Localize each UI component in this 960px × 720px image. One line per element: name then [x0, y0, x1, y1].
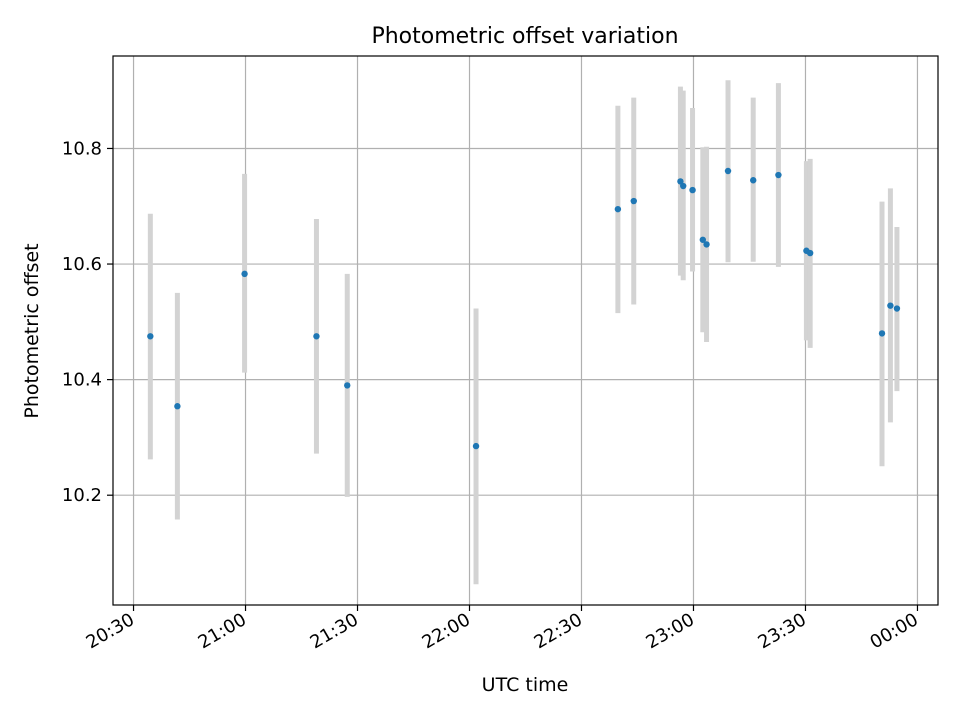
data-point	[689, 186, 696, 194]
data-point	[147, 333, 154, 340]
x-axis-title: UTC time	[482, 674, 569, 696]
x-tick-label: 22:30	[531, 609, 586, 653]
data-point	[630, 197, 637, 205]
data-point	[887, 302, 894, 309]
grid	[113, 56, 938, 605]
data-point	[241, 270, 248, 278]
data-point	[806, 249, 814, 257]
x-tick-label: 00:00	[867, 609, 922, 653]
data-point	[472, 442, 480, 450]
data-point	[724, 167, 732, 175]
chart-title: Photometric offset variation	[371, 24, 678, 49]
data-point	[174, 403, 181, 410]
data-point	[750, 177, 757, 184]
x-tick-label: 20:30	[83, 609, 138, 653]
data-point	[703, 241, 710, 248]
data-point	[614, 205, 622, 213]
x-tick-label: 21:30	[307, 609, 362, 653]
data-point	[878, 330, 886, 337]
data-point	[680, 182, 687, 190]
data-point	[775, 171, 782, 179]
data-point	[677, 178, 684, 185]
x-tick-label: 22:00	[419, 609, 474, 653]
y-tick-label: 10.8	[62, 138, 102, 159]
x-tick-label: 23:30	[755, 609, 810, 653]
y-tick-label: 10.2	[62, 485, 102, 506]
data-points	[147, 167, 901, 450]
data-point	[344, 382, 351, 389]
y-tick-label: 10.6	[62, 254, 102, 275]
x-tick-label: 21:00	[195, 609, 250, 653]
x-tick-label: 23:00	[643, 609, 698, 653]
data-point	[699, 236, 707, 243]
axis-ticks: 20:30 21:00 21:30 22:00 22:30 23:00 23:30 00:00…	[62, 138, 922, 653]
y-axis-title: Photometric offset	[21, 243, 43, 418]
data-point	[893, 305, 901, 312]
data-point	[313, 333, 320, 340]
plot-frame	[112, 55, 939, 606]
y-tick-label: 10.4	[62, 370, 102, 391]
error-bars	[147, 80, 900, 585]
